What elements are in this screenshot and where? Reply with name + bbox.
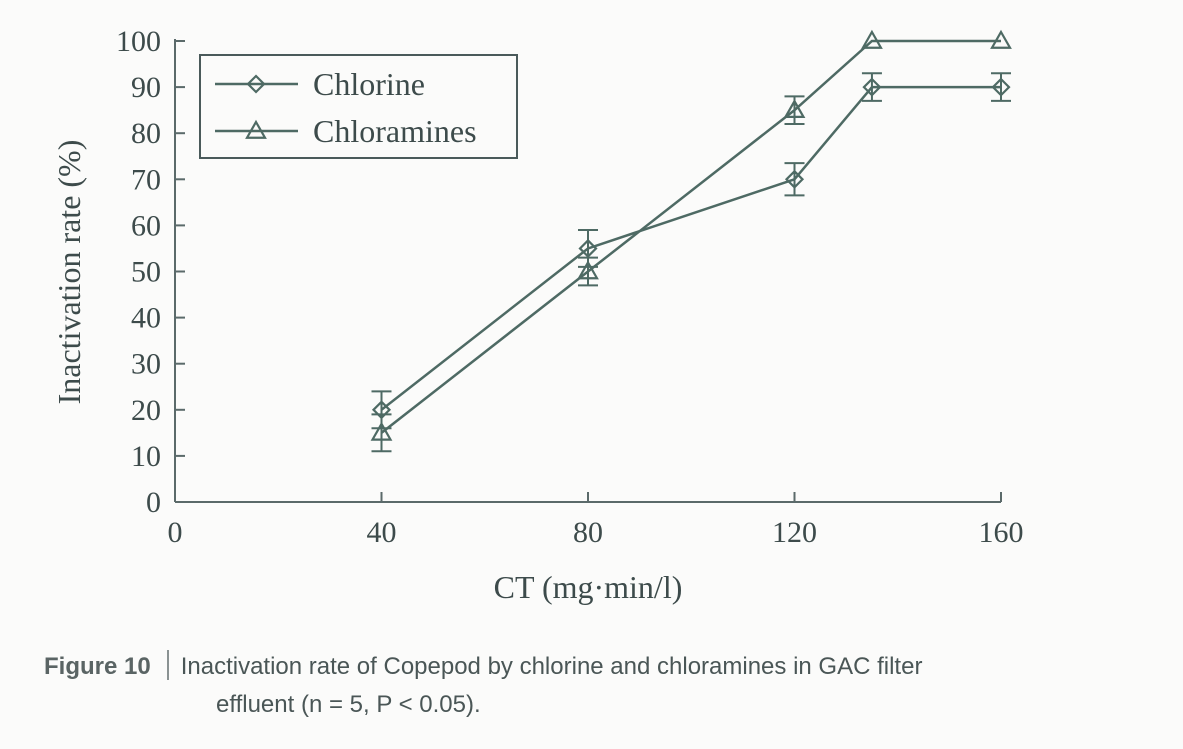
- y-tick-label: 10: [131, 440, 161, 473]
- caption-divider: [166, 650, 169, 680]
- x-tick-label: 40: [367, 516, 397, 549]
- data-point-chloramines: [861, 29, 883, 49]
- legend-marker-chloramines: [245, 119, 267, 139]
- y-tick-label: 70: [131, 163, 161, 196]
- legend: Chlorine Chloramines: [199, 54, 518, 159]
- x-tick-label: 80: [573, 516, 603, 549]
- y-tick-label: 60: [131, 209, 161, 242]
- y-tick-label: 40: [131, 302, 161, 335]
- series-chloramines: [370, 29, 1012, 453]
- legend-label-chlorine: Chlorine: [313, 66, 425, 102]
- caption-text-line2: effluent (n = 5, P < 0.05).: [216, 691, 481, 718]
- y-tick-label: 0: [146, 486, 161, 519]
- caption-label: Figure 10: [44, 653, 151, 680]
- series-group: [370, 29, 1012, 453]
- legend-label-chloramines: Chloramines: [313, 113, 477, 149]
- data-point-chloramines: [990, 29, 1012, 49]
- y-ticks: 0 10 20 30 40 50 60 70 80 90 100: [116, 25, 185, 519]
- y-tick-label: 50: [131, 256, 161, 289]
- legend-marker-chlorine: [246, 74, 266, 94]
- data-point-chlorine: [862, 77, 882, 97]
- series-line-chloramines: [380, 39, 1001, 434]
- legend-box: [199, 54, 518, 159]
- y-tick-label: 100: [116, 25, 161, 58]
- figure-caption: Figure 10 Inactivation rate of Copepod by…: [44, 648, 1164, 724]
- caption-text-line1: Inactivation rate of Copepod by chlorine…: [180, 653, 923, 680]
- y-tick-label: 20: [131, 394, 161, 427]
- x-tick-label: 160: [979, 516, 1024, 549]
- legend-diamond-icon: [246, 74, 266, 94]
- y-axis-title: Inactivation rate (%): [51, 140, 87, 405]
- y-tick-label: 30: [131, 348, 161, 381]
- x-tick-label: 120: [772, 516, 817, 549]
- line-chart: 0 10 20 30 40 50 60 70 80 90 100 0 40 80 120 160 Inact…: [51, 25, 1024, 605]
- data-point-chlorine: [991, 77, 1011, 97]
- y-tick-label: 90: [131, 71, 161, 104]
- x-tick-label: 0: [168, 516, 183, 549]
- x-axis-title: CT (mg·min/l): [494, 569, 683, 605]
- data-point-chloramines: [370, 421, 393, 441]
- legend-triangle-icon: [245, 119, 267, 139]
- data-point-chlorine: [578, 238, 598, 259]
- data-point-chloramines: [577, 260, 599, 280]
- data-point-chlorine: [784, 169, 805, 189]
- y-tick-label: 80: [131, 117, 161, 150]
- x-ticks: 0 40 80 120 160: [168, 492, 1024, 549]
- data-point-chloramines: [783, 98, 806, 119]
